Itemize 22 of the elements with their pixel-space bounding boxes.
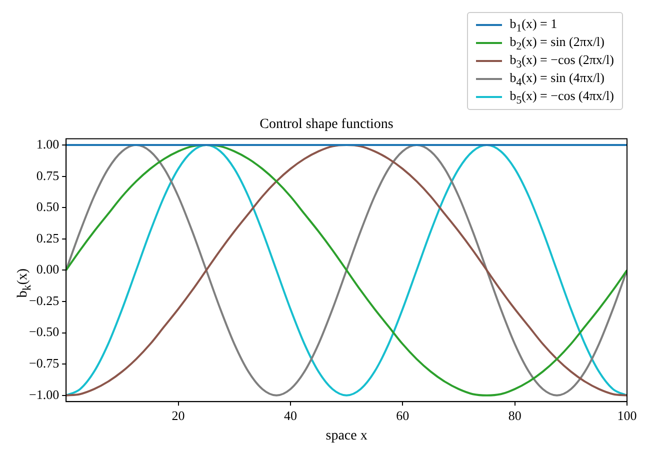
x-tick-label: 100 [617,408,637,423]
x-tick-label: 60 [396,408,410,423]
x-tick-label: 80 [508,408,522,423]
y-tick-label: 0.25 [36,230,60,246]
legend-label: b$_{4}$(x) = sin (4πx/l) [510,70,604,88]
y-tick-label: 0.75 [36,168,60,183]
y-tick-label: 1.00 [36,136,60,152]
legend-label: b$_{2}$(x) = sin (2πx/l) [510,34,604,52]
y-tick-label: −0.50 [28,324,60,340]
y-tick-label: −0.25 [28,292,60,308]
x-axis-title: space x [326,428,368,444]
legend-label: b$_{1}$(x) = 1 [510,16,558,34]
x-tick-label: 40 [284,408,297,423]
y-tick-label: 0.50 [36,199,60,214]
line-series [66,144,627,396]
chart-title: Control shape functions [260,117,394,132]
legend-label: b$_{5}$(x) = −cos (4πx/l) [510,88,614,106]
y-tick-label: −1.00 [28,386,60,402]
y-tick-label: −0.75 [28,355,60,370]
y-tick-label: 0.00 [36,262,60,277]
x-tick-label: 20 [172,408,185,423]
legend-label: b$_{3}$(x) = −cos (2πx/l) [510,52,614,70]
